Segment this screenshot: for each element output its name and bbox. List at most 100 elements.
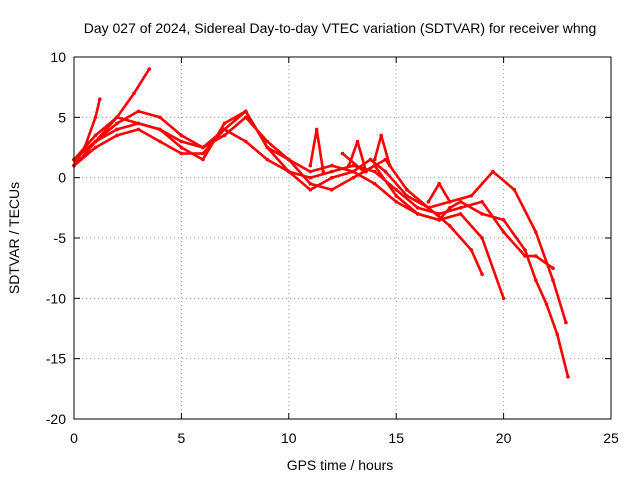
series-point <box>544 302 549 307</box>
y-tick-label: -15 <box>46 351 66 367</box>
series-point <box>136 121 141 126</box>
series-point <box>179 151 184 156</box>
series-point <box>351 175 356 180</box>
series-point <box>158 127 162 132</box>
series-point <box>158 139 162 144</box>
y-tick-label: 10 <box>50 49 66 65</box>
series-point <box>265 139 270 144</box>
series-point <box>372 169 377 174</box>
y-axis-label: SDTVAR / TECUs <box>6 182 22 294</box>
series-point <box>372 181 377 186</box>
series-point <box>222 133 227 138</box>
series-point <box>426 206 431 210</box>
series-point <box>351 169 356 174</box>
series-point <box>244 109 248 114</box>
series-point <box>523 248 527 252</box>
series-point <box>534 230 538 234</box>
series-point <box>564 320 568 325</box>
data-series <box>72 67 570 379</box>
series-point <box>394 200 399 204</box>
series-point <box>330 169 334 174</box>
series-point <box>115 115 119 120</box>
series-point <box>448 206 452 210</box>
series-point <box>426 200 431 204</box>
series-point <box>93 145 98 150</box>
series-point <box>415 206 420 210</box>
y-tick-label: 5 <box>58 109 66 125</box>
series-point <box>115 133 119 138</box>
series-point <box>201 157 205 162</box>
series-point <box>555 332 560 337</box>
y-tick-label: -5 <box>54 230 67 246</box>
x-tick-label: 15 <box>388 430 404 446</box>
y-tick-label: -10 <box>46 290 66 306</box>
series-point <box>132 91 136 95</box>
series-point <box>244 115 248 120</box>
series-point <box>388 163 392 168</box>
series-point <box>566 375 570 379</box>
series-point <box>330 187 334 192</box>
series-point <box>179 133 184 138</box>
series-point <box>355 139 360 144</box>
series-point <box>136 109 141 114</box>
x-tick-label: 5 <box>178 430 186 446</box>
series-point <box>458 200 463 204</box>
chart-title: Day 027 of 2024, Sidereal Day-to-day VTE… <box>84 20 597 36</box>
series-point <box>314 127 319 132</box>
series-point <box>330 175 334 180</box>
series-point <box>321 169 326 174</box>
series-point <box>308 169 313 174</box>
series-point <box>458 212 463 216</box>
series-point <box>136 127 141 132</box>
series-point <box>201 145 205 150</box>
series-point <box>458 206 463 210</box>
series-point <box>551 266 555 271</box>
series-point <box>534 254 538 258</box>
series-point <box>480 200 484 204</box>
series-point <box>308 181 313 186</box>
series-point <box>244 139 248 144</box>
series-point <box>222 127 227 132</box>
series-point <box>330 163 334 168</box>
series-point <box>437 181 442 186</box>
series-point <box>265 145 270 150</box>
series-line-11 <box>427 182 452 204</box>
x-tick-label: 25 <box>603 430 619 446</box>
series-point <box>491 169 495 174</box>
x-tick-label: 20 <box>496 430 512 446</box>
series-point <box>469 194 474 198</box>
series-point <box>308 175 313 180</box>
series-point <box>469 248 474 252</box>
series-point <box>448 224 452 228</box>
series-point <box>115 127 119 132</box>
series-point <box>265 157 270 162</box>
series-point <box>379 133 384 138</box>
series-point <box>501 218 506 222</box>
axis-ticks: 0 5 10 15 20 25 10 5 0 -5 -10 -15 -20 <box>46 49 619 446</box>
grid-lines <box>74 57 611 419</box>
series-point <box>383 169 388 174</box>
series-point <box>368 157 373 162</box>
series-point <box>501 230 506 234</box>
series-point <box>394 187 399 192</box>
x-axis-label: GPS time / hours <box>287 457 394 473</box>
series-point <box>115 121 119 126</box>
series-point <box>287 169 291 174</box>
series-point <box>383 157 388 162</box>
series-point <box>405 187 409 192</box>
series-line-7 <box>341 152 484 276</box>
series-point <box>93 133 98 138</box>
series-point <box>147 67 151 71</box>
x-tick-label: 10 <box>281 430 297 446</box>
series-point <box>480 212 484 216</box>
series-point <box>512 187 517 192</box>
series-point <box>551 278 555 283</box>
series-point <box>372 157 377 162</box>
series-point <box>501 296 506 301</box>
series-point <box>93 115 98 120</box>
series-point <box>340 151 345 156</box>
series-point <box>222 121 227 126</box>
series-point <box>98 97 102 101</box>
y-tick-label: -20 <box>46 411 66 427</box>
